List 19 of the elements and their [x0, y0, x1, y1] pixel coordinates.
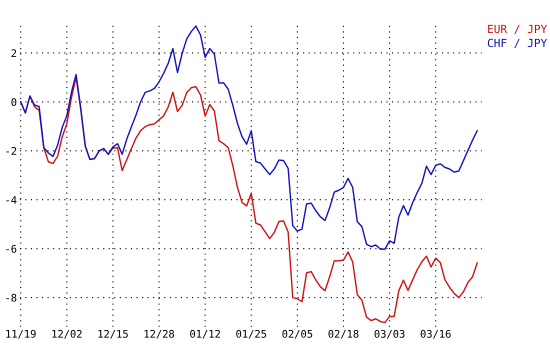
- x-tick-label: 03/16: [420, 330, 451, 339]
- y-tick-label: -6: [6, 244, 16, 253]
- y-tick-label: 0: [11, 98, 16, 106]
- line-series: [20, 25, 478, 250]
- x-tick-label: 12/28: [144, 330, 174, 339]
- text: CHF / JPY: [488, 38, 548, 48]
- x-tick-label: 02/05: [282, 330, 312, 339]
- x-tick-label: 11/19: [6, 330, 36, 339]
- x-tick-label: 01/12: [190, 330, 220, 339]
- y-tick-label: -8: [6, 294, 16, 302]
- x-tick-label: 12/15: [98, 330, 128, 339]
- x-tick-label: 12/02: [52, 330, 82, 339]
- x-tick-label: 03/03: [374, 330, 404, 339]
- y-tick-label: -4: [6, 196, 17, 204]
- text: EUR / JPY: [488, 24, 548, 34]
- y-tick-label: 2: [12, 49, 16, 57]
- x-tick-label: 02/18: [328, 330, 358, 339]
- x-tick-label: 01/25: [236, 330, 266, 339]
- y-tick-label: -2: [6, 147, 16, 155]
